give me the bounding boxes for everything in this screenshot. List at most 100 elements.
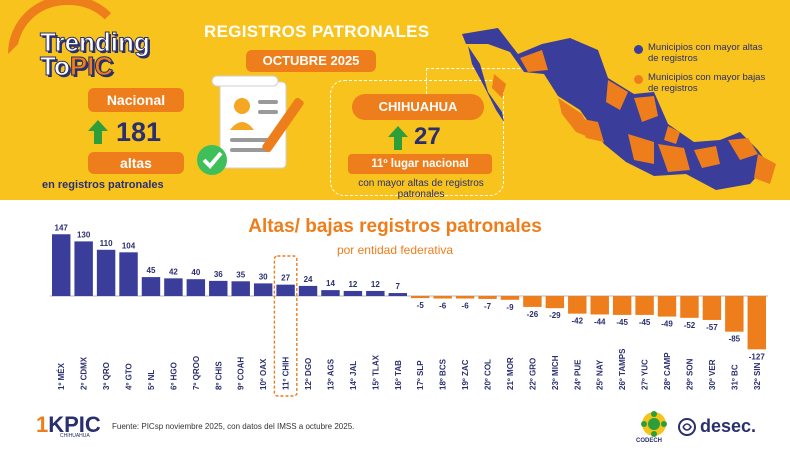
category-label: 14º JAL xyxy=(349,361,358,390)
bar-20 xyxy=(500,296,520,300)
bar-31 xyxy=(747,296,766,350)
bar-value-label: 35 xyxy=(236,270,245,279)
category-label: 22º GRO xyxy=(528,358,537,390)
bar-value-label: -9 xyxy=(506,303,514,312)
bar-22 xyxy=(545,296,565,309)
category-label: 6º HGO xyxy=(169,362,178,390)
category-label: 15º TLAX xyxy=(371,354,380,390)
national-caption: en registros patronales xyxy=(42,179,164,191)
category-label: 10º OAX xyxy=(259,358,268,390)
connector-line xyxy=(426,68,576,69)
bar-4 xyxy=(141,277,161,296)
bar-18 xyxy=(455,296,475,299)
national-value: 181 xyxy=(116,117,162,147)
bar-17 xyxy=(433,296,452,299)
source-note: Fuente: PICsp noviembre 2025, con datos … xyxy=(112,422,355,431)
brand-logo: Trending ToPIC xyxy=(40,27,151,81)
bar-value-label: 12 xyxy=(348,280,357,289)
category-label: 29º SON xyxy=(685,358,694,390)
page-title: REGISTROS PATRONALES xyxy=(204,22,430,41)
bar-5 xyxy=(164,278,183,296)
kpic-logo-sub: CHIHUAHUA xyxy=(60,433,90,439)
state-value: 27 xyxy=(414,123,441,150)
bar-value-label: -45 xyxy=(639,318,651,327)
category-label: 27º YUC xyxy=(641,359,650,390)
mexico-map xyxy=(462,28,776,190)
legend-label: Municipios con mayor altas de registros xyxy=(648,42,763,64)
category-label: 7º QROO xyxy=(192,356,201,390)
category-label: 23º MICH xyxy=(551,355,560,390)
category-label: 28º CAMP xyxy=(663,352,672,390)
bar-15 xyxy=(388,293,407,296)
category-label: 16º TAB xyxy=(394,360,403,390)
bar-value-label: -45 xyxy=(616,318,628,327)
brand-line1: Trending xyxy=(40,27,151,57)
category-label: 1º MÉX xyxy=(57,362,66,390)
bar-9 xyxy=(253,283,273,296)
bar-value-label: 42 xyxy=(169,267,178,276)
bar-value-label: -6 xyxy=(462,302,470,311)
bar-3 xyxy=(119,252,138,296)
category-label: 11º CHIH xyxy=(282,357,291,390)
bar-29 xyxy=(702,296,722,320)
kpic-logo-b: KPIC xyxy=(48,412,101,437)
codech-label: CODECH xyxy=(636,438,663,444)
bar-10 xyxy=(276,284,295,296)
legend-item-altas: Municipios con mayor altas de registros xyxy=(634,42,768,64)
category-label: 20º COL xyxy=(484,359,493,390)
bar-value-label: 36 xyxy=(214,270,223,279)
bar-16 xyxy=(411,296,430,299)
category-label: 32º SIN xyxy=(753,362,762,390)
connector-line xyxy=(426,68,427,94)
state-frame xyxy=(330,80,504,196)
bar-value-label: 45 xyxy=(147,266,156,275)
brand-line2-a: To xyxy=(40,51,71,81)
bar-value-label: 24 xyxy=(304,275,313,284)
bar-14 xyxy=(366,290,385,296)
bar-12 xyxy=(321,290,340,296)
category-label: 3º QRO xyxy=(102,362,111,390)
bar-0 xyxy=(52,234,71,296)
category-label: 21º MOR xyxy=(506,357,515,390)
bar-value-label: 40 xyxy=(191,268,200,277)
category-label: 9º COAH xyxy=(237,357,246,390)
category-label: 5º NL xyxy=(147,370,156,390)
legend-item-bajas: Municipios con mayor bajas de registros xyxy=(634,72,768,94)
legend-label: Municipios con mayor bajas de registros xyxy=(648,72,766,94)
category-label: 30º VER xyxy=(708,359,717,390)
bar-value-label: -52 xyxy=(684,321,696,330)
bar-19 xyxy=(478,296,497,299)
bar-value-label: -57 xyxy=(706,323,718,332)
bar-value-label: 14 xyxy=(326,279,335,288)
kpic-logo: 1KPIC xyxy=(36,412,101,438)
bar-7 xyxy=(209,280,228,296)
brand-line2-b: PIC xyxy=(69,51,114,81)
bar-28 xyxy=(680,296,699,318)
bar-2 xyxy=(96,249,116,296)
bar-value-label: -26 xyxy=(527,310,539,319)
bar-value-label: 30 xyxy=(259,272,268,281)
bar-value-label: 110 xyxy=(100,239,113,248)
period-badge: OCTUBRE 2025 xyxy=(246,50,376,72)
up-arrow-icon xyxy=(388,126,408,150)
bar-6 xyxy=(186,279,206,296)
category-label: 31º BC xyxy=(730,364,739,390)
state-rank: 11º lugar nacional xyxy=(348,154,492,174)
desec-logo-icon xyxy=(678,418,696,436)
desec-logo: desec. xyxy=(700,416,757,436)
category-label: 2º CDMX xyxy=(80,356,89,390)
bar-value-label: -49 xyxy=(661,320,673,329)
bar-value-label: 104 xyxy=(122,241,136,250)
bar-26 xyxy=(635,296,654,315)
kpic-logo-a: 1 xyxy=(36,412,49,437)
category-label: 26º TAMPS xyxy=(618,348,627,390)
header-banner: Trending ToPIC REGISTROS PATRONALES OCTU… xyxy=(0,0,790,200)
bar-11 xyxy=(298,285,318,296)
bar-value-label: -5 xyxy=(417,301,425,310)
national-label: Nacional xyxy=(88,88,184,112)
bar-value-label: -127 xyxy=(749,352,766,361)
category-label: 13º AGS xyxy=(326,358,335,390)
chart-title: Altas/ bajas registros patronales xyxy=(248,216,542,237)
chart-subtitle: por entidad federativa xyxy=(336,243,454,257)
